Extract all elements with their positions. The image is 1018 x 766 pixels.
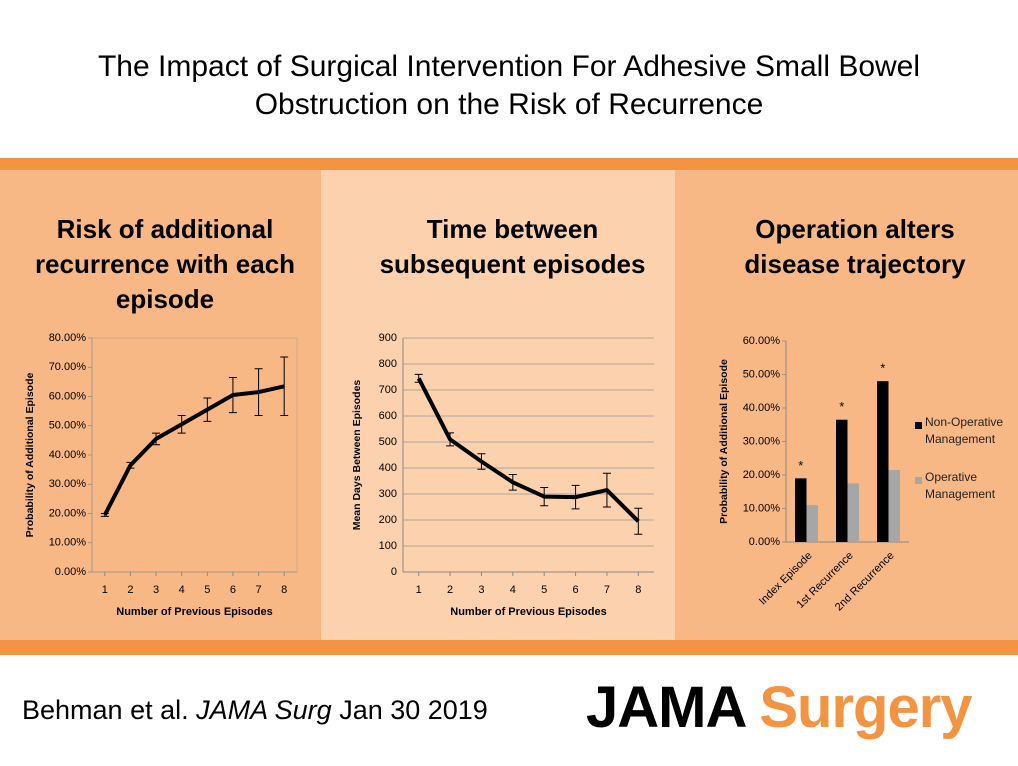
bottom-band bbox=[0, 640, 1018, 655]
error-bar bbox=[477, 453, 486, 470]
y-tick-label: 300 bbox=[379, 488, 397, 500]
brand-jama: JAMA bbox=[586, 675, 745, 740]
panel-title: Risk of additional recurrence with each … bbox=[34, 214, 296, 314]
legend-entry: Operative Management bbox=[925, 470, 996, 501]
panel-title: Time between subsequent episodes bbox=[379, 214, 646, 279]
bar bbox=[877, 381, 889, 542]
legend-swatch bbox=[915, 477, 922, 484]
x-tick-label: 2 bbox=[447, 584, 453, 596]
x-tick-label: 6 bbox=[230, 584, 236, 596]
authors: Behman et al. bbox=[22, 695, 189, 725]
error-bar bbox=[177, 415, 186, 434]
page-title: The Impact of Surgical Intervention For … bbox=[97, 50, 921, 121]
bar bbox=[795, 478, 807, 542]
x-tick-label: 8 bbox=[635, 584, 641, 596]
error-bar bbox=[540, 487, 549, 507]
legend-swatch bbox=[915, 422, 922, 429]
panel-title: Operation alters disease trajectory bbox=[744, 214, 966, 279]
y-axis-title: Mean Days Between Episodes bbox=[351, 380, 363, 531]
y-tick-label: 80.00% bbox=[49, 332, 87, 344]
bar bbox=[806, 505, 818, 542]
y-tick-label: 60.00% bbox=[49, 390, 87, 402]
error-bar bbox=[254, 368, 263, 417]
y-tick-label: 800 bbox=[379, 358, 397, 370]
error-bar bbox=[152, 432, 161, 446]
y-tick-label: 400 bbox=[379, 462, 397, 474]
annotation: * bbox=[880, 361, 885, 376]
y-axis-title: Probability of Additional Episode bbox=[24, 372, 36, 537]
y-tick-label: 20.00% bbox=[49, 507, 87, 519]
error-bar bbox=[446, 432, 455, 447]
bar bbox=[847, 483, 859, 542]
error-bar bbox=[126, 461, 135, 469]
error-bar bbox=[280, 356, 289, 417]
y-tick-label: 20.00% bbox=[743, 469, 781, 481]
error-bar bbox=[602, 472, 611, 508]
y-tick-label: 10.00% bbox=[743, 502, 781, 514]
x-tick-label: 1 bbox=[102, 584, 108, 596]
y-tick-label: 0.00% bbox=[55, 566, 86, 578]
y-tick-label: 600 bbox=[379, 410, 397, 422]
y-tick-label: 40.00% bbox=[743, 402, 781, 414]
annotation: * bbox=[798, 458, 803, 473]
brand-surgery: Surgery bbox=[759, 675, 972, 740]
x-tick-label: 3 bbox=[153, 584, 159, 596]
y-tick-label: 40.00% bbox=[49, 449, 87, 461]
y-axis-title: Probability of Additional Episode bbox=[718, 359, 730, 524]
panel-middle bbox=[321, 170, 675, 640]
x-tick-label: 2 bbox=[127, 584, 133, 596]
x-axis-title: Number of Previous Episodes bbox=[116, 606, 272, 618]
y-tick-label: 70.00% bbox=[49, 361, 87, 373]
y-tick-label: 500 bbox=[379, 436, 397, 448]
y-tick-label: 0 bbox=[391, 566, 397, 578]
brand: JAMA Surgery bbox=[586, 674, 973, 741]
error-bar bbox=[571, 484, 580, 510]
line bbox=[416, 377, 640, 523]
error-bar bbox=[414, 373, 423, 383]
x-tick-label: 5 bbox=[541, 584, 547, 596]
x-axis-title: Number of Previous Episodes bbox=[450, 606, 606, 618]
legend-label: Non-Operative Management bbox=[925, 415, 1004, 446]
top-band bbox=[0, 158, 1018, 170]
x-tick-label: 4 bbox=[510, 584, 516, 596]
y-tick-label: 50.00% bbox=[49, 420, 87, 432]
error-bar bbox=[228, 376, 237, 414]
bar bbox=[836, 419, 848, 542]
panel-left bbox=[0, 170, 321, 640]
panel-right bbox=[675, 170, 1018, 640]
legend-label: Operative Management bbox=[925, 470, 996, 501]
y-tick-label: 200 bbox=[379, 514, 397, 526]
x-tick-label: 8 bbox=[281, 584, 287, 596]
error-bar bbox=[508, 474, 517, 491]
x-tick-label: 7 bbox=[604, 584, 610, 596]
y-tick-label: 50.00% bbox=[743, 368, 781, 380]
error-bar bbox=[100, 513, 109, 517]
y-tick-label: 60.00% bbox=[743, 335, 781, 347]
y-tick-label: 100 bbox=[379, 540, 397, 552]
annotation: * bbox=[839, 399, 844, 414]
x-tick-label: 5 bbox=[204, 584, 210, 596]
error-bar bbox=[203, 397, 212, 422]
x-tick-label: 6 bbox=[573, 584, 579, 596]
x-tick-label: 4 bbox=[179, 584, 185, 596]
error-bar bbox=[634, 507, 643, 535]
journal: JAMA Surg bbox=[196, 695, 332, 725]
x-tick-label: 1 bbox=[416, 584, 422, 596]
x-tick-label: 3 bbox=[478, 584, 484, 596]
y-tick-label: 10.00% bbox=[49, 537, 87, 549]
plot-frame bbox=[91, 337, 298, 573]
y-tick-label: 900 bbox=[379, 332, 397, 344]
bar bbox=[888, 469, 900, 542]
y-tick-label: 0.00% bbox=[749, 536, 780, 548]
y-tick-label: 30.00% bbox=[49, 478, 87, 490]
y-tick-label: 30.00% bbox=[743, 435, 781, 447]
date: Jan 30 2019 bbox=[339, 695, 488, 725]
x-tick-label: 7 bbox=[256, 584, 262, 596]
citation: Behman et al. JAMA Surg Jan 30 2019 bbox=[22, 695, 488, 726]
y-tick-label: 700 bbox=[379, 384, 397, 396]
line bbox=[103, 384, 285, 516]
legend-entry: Non-Operative Management bbox=[925, 415, 1004, 446]
